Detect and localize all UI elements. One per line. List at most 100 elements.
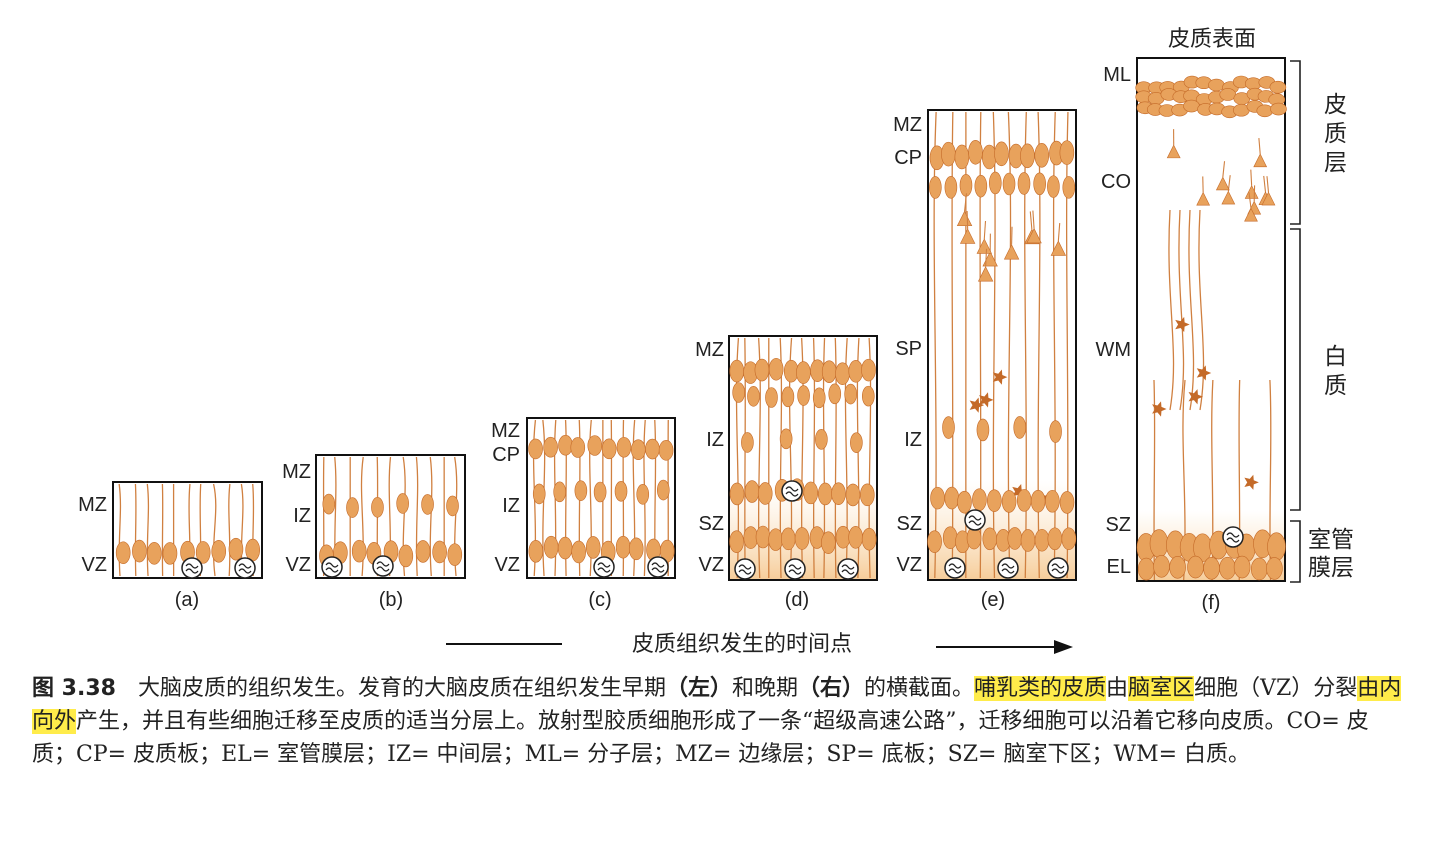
bracket-cortex bbox=[1290, 60, 1301, 225]
cell-soma bbox=[957, 490, 972, 514]
caption-text-3: 的横截面。 bbox=[864, 676, 975, 701]
label-a-vz: VZ bbox=[81, 554, 107, 576]
chromosome-mark bbox=[238, 563, 252, 574]
cell-soma bbox=[848, 360, 864, 383]
figure-caption: 图 3.38 大脑皮质的组织发生。发育的大脑皮质在组织发生早期（左）和晚期（右）的… bbox=[32, 672, 1402, 771]
chromosome-mark bbox=[1226, 532, 1240, 543]
cell-soma bbox=[1034, 528, 1050, 552]
bracket-white-matter bbox=[1290, 228, 1301, 511]
cell-soma bbox=[553, 481, 567, 503]
cell-soma bbox=[817, 482, 833, 506]
dividing-cell bbox=[647, 556, 669, 578]
apical-dendrite bbox=[966, 210, 969, 230]
cell-soma bbox=[797, 385, 810, 406]
dividing-cell bbox=[781, 480, 803, 502]
chromosome-mark bbox=[1001, 563, 1015, 574]
cell-soma bbox=[421, 494, 434, 515]
cell-soma bbox=[803, 481, 819, 505]
cell-soma bbox=[630, 439, 646, 461]
cell-soma bbox=[1256, 104, 1274, 118]
label-e-mz: MZ bbox=[893, 114, 922, 136]
cell-soma bbox=[1219, 556, 1236, 580]
label-e-iz: IZ bbox=[904, 429, 922, 451]
cell-soma bbox=[396, 493, 409, 514]
panel-a bbox=[112, 481, 263, 579]
chromosome-mark bbox=[376, 561, 390, 572]
cell-soma bbox=[959, 174, 973, 197]
chromosome-mark bbox=[968, 515, 982, 526]
chromosome-mark bbox=[738, 564, 752, 575]
glial-cell bbox=[1175, 316, 1190, 333]
cell-soma bbox=[755, 525, 771, 549]
cell-soma bbox=[729, 482, 745, 506]
cell-soma bbox=[988, 171, 1002, 195]
cell-soma bbox=[1208, 78, 1225, 92]
label-f-ml: ML bbox=[1103, 64, 1131, 86]
timeline: 皮质组织发生的时间点 bbox=[446, 632, 1073, 657]
cell-soma bbox=[658, 440, 674, 461]
panel-label-d: (d) bbox=[785, 589, 809, 611]
cell-soma bbox=[780, 527, 796, 551]
cell-soma bbox=[976, 418, 990, 442]
cell-soma bbox=[543, 535, 559, 559]
pyramidal-neuron bbox=[1221, 190, 1236, 205]
label-d-sz: SZ bbox=[698, 513, 724, 535]
cell-soma bbox=[729, 530, 744, 553]
cell-soma bbox=[1250, 557, 1268, 581]
panel-label-b: (b) bbox=[379, 589, 403, 611]
cell-soma bbox=[861, 358, 876, 382]
panel-e bbox=[927, 109, 1077, 581]
cell-soma bbox=[1002, 172, 1016, 196]
caption-highlight-vz: 脑室区 bbox=[1128, 676, 1195, 701]
chromosome-mark bbox=[788, 564, 802, 575]
pyramidal-neuron bbox=[956, 210, 973, 227]
panel-d bbox=[728, 335, 878, 581]
bracket-ependymal bbox=[1290, 520, 1301, 583]
label-f-wm: WM bbox=[1095, 339, 1131, 361]
cell-soma bbox=[398, 544, 414, 568]
cell-soma bbox=[587, 435, 603, 456]
cell-soma bbox=[981, 144, 997, 170]
cell-soma bbox=[1059, 140, 1075, 165]
dividing-cell bbox=[734, 558, 756, 580]
cell-soma bbox=[115, 541, 131, 565]
cell-soma bbox=[346, 497, 359, 518]
cell-soma bbox=[1049, 420, 1062, 443]
pyramidal-neuron bbox=[1215, 176, 1230, 191]
cell-soma bbox=[1219, 88, 1237, 101]
apical-dendrite bbox=[1258, 137, 1261, 155]
axon-fiber bbox=[1188, 209, 1195, 411]
cell-soma bbox=[972, 488, 987, 511]
cell-soma bbox=[1183, 99, 1200, 113]
pyramidal-neuron bbox=[976, 238, 992, 254]
cell-soma bbox=[942, 416, 955, 439]
label-a-mz: MZ bbox=[78, 494, 107, 516]
axon-fiber bbox=[1198, 209, 1205, 411]
apical-dendrite bbox=[1266, 176, 1270, 193]
cell-soma bbox=[1020, 529, 1036, 552]
cell-soma bbox=[636, 484, 650, 505]
dividing-cell bbox=[181, 557, 203, 579]
dividing-cell bbox=[944, 557, 966, 579]
label-c-mz: MZ bbox=[491, 420, 520, 442]
cell-soma bbox=[1001, 490, 1017, 513]
cell-soma bbox=[861, 527, 877, 551]
pyramidal-neuron bbox=[1003, 244, 1020, 260]
cell-soma bbox=[1203, 557, 1220, 580]
cell-soma bbox=[1169, 556, 1186, 579]
surface-label: 皮质表面 bbox=[1168, 27, 1256, 52]
chromosome-mark bbox=[785, 486, 799, 497]
cell-soma bbox=[557, 536, 573, 560]
cell-soma bbox=[371, 497, 384, 518]
chromosome-mark bbox=[597, 562, 611, 573]
cell-soma bbox=[754, 358, 770, 382]
caption-text-6: 产生，并且有些细胞迁移至皮质的适当分层上。放射型胶质细胞形成了一条“超级高速公路… bbox=[32, 709, 1369, 767]
cell-soma bbox=[844, 383, 857, 405]
cell-soma bbox=[1266, 557, 1283, 580]
cell-soma bbox=[747, 385, 760, 407]
panel-label-e: (e) bbox=[981, 589, 1005, 611]
cell-soma bbox=[982, 527, 998, 551]
bracket-ependymal-label: 室管膜层 bbox=[1308, 527, 1354, 581]
cell-soma bbox=[821, 360, 837, 383]
caption-text-1: 大脑皮质的组织发生。发育的大脑皮质在组织发生早期 bbox=[137, 676, 666, 701]
